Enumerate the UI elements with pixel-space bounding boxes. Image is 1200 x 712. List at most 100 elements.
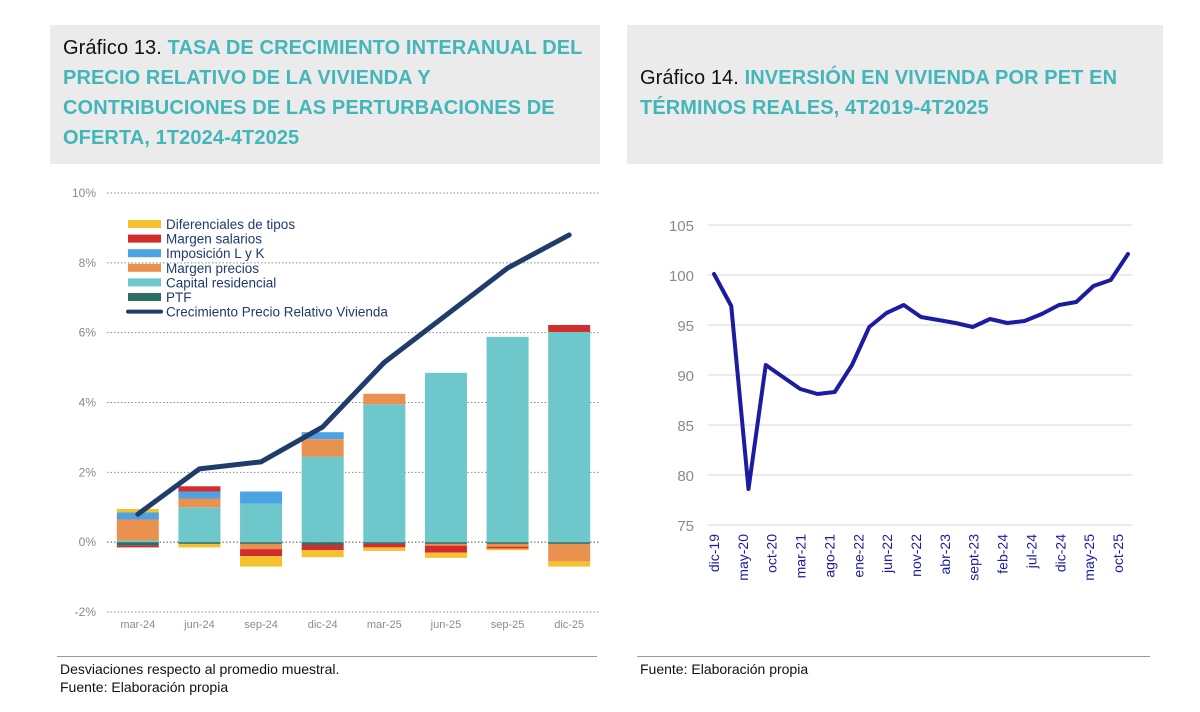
c14-xtick-label: oct-25: [1110, 534, 1126, 573]
c14-xtick-label: mar-21: [793, 534, 809, 579]
c13-xtick-label: sep-25: [491, 619, 525, 631]
c13-bar-ptf: [116, 542, 159, 546]
c13-bar-margen_salarios: [486, 546, 529, 549]
c13-bar-diferenciales: [486, 548, 529, 551]
c13-bar-margen_precios: [363, 393, 406, 405]
c13-xtick-label: jun-25: [430, 619, 462, 631]
c13-bar-capital_residencial: [116, 540, 159, 543]
c14-ytick-label: 105: [669, 218, 694, 235]
c13-bar-margen_salarios: [240, 549, 283, 557]
chart13-plot: -2% 0% 2% 4% 6% 8% 10% mar-24 jun-24 sep-24 dic-2…: [72, 186, 600, 631]
c13-xtick-label: mar-25: [367, 619, 402, 631]
chart13-number: Gráfico 13.: [63, 37, 162, 59]
c13-legend-label: Margen salarios: [166, 232, 262, 247]
chart14-plot: 75 80 85 90 95 100 105 dic-19 may-20 oct-20 mar-2…: [669, 218, 1132, 581]
chart13-title: TASA DE CRECIMIENTO INTERANUAL DEL PRECI…: [63, 37, 583, 149]
chart14-header: Gráfico 14. INVERSIÓN EN VIVIENDA POR PE…: [627, 25, 1163, 164]
c13-line-crecimiento: [135, 232, 572, 517]
c13-legend-label: Capital residencial: [166, 275, 276, 290]
c13-legend-label: Margen precios: [166, 261, 259, 276]
c13-bar-diferenciales: [178, 543, 221, 548]
c13-xtick-label: sep-24: [244, 619, 278, 631]
c14-xtick-label: abr-23: [937, 534, 953, 575]
c14-xtick-label: may-20: [735, 534, 751, 581]
chart13-footnote-1: Desviaciones respecto al promedio muestr…: [60, 661, 340, 677]
c13-bar-margen_salarios: [116, 545, 159, 548]
chart13-footnote-2: Fuente: Elaboración propia: [60, 679, 229, 695]
c13-legend-label: Imposición L y K: [166, 246, 265, 261]
c14-xtick-label: sept-23: [966, 534, 982, 581]
c13-legend-swatch: [128, 293, 161, 301]
c13-legend-swatch: [128, 234, 161, 243]
c13-bar-margen_salarios: [301, 544, 344, 551]
c13-bar-capital_residencial: [240, 503, 283, 543]
c13-bar-imposicion: [240, 491, 283, 504]
c14-xtick-label: dic-19: [706, 534, 722, 572]
c13-bar-ptf: [363, 542, 406, 544]
c14-ytick-label: 95: [677, 318, 694, 335]
c13-bar-ptf: [424, 542, 467, 544]
c13-bar-imposicion: [178, 491, 221, 499]
c13-ytick-label: 4%: [79, 396, 97, 410]
c13-ytick-label: 6%: [79, 326, 97, 340]
c13-xtick-label: jun-24: [183, 619, 215, 631]
chart14-footer-rule: [637, 656, 1150, 657]
c13-ytick-label: 0%: [79, 535, 97, 549]
c13-bar-ptf: [240, 542, 283, 544]
c13-legend-swatch: [128, 278, 161, 287]
c13-xtick-label: dic-25: [554, 619, 584, 631]
c14-xtick-label: nov-22: [908, 534, 924, 577]
c13-bar-margen_precios: [301, 439, 344, 457]
c13-bar-ptf: [178, 542, 221, 544]
chart13-header: Gráfico 13. TASA DE CRECIMIENTO INTERANU…: [50, 25, 600, 164]
c13-legend-label: Diferenciales de tipos: [166, 217, 295, 232]
c13-bar-capital_residencial: [486, 336, 529, 543]
c14-xtick-label: jul-24: [1023, 534, 1039, 569]
c13-bar-diferenciales: [424, 552, 467, 558]
c13-bar-capital_residencial: [548, 331, 591, 543]
c13-bar-margen_precios: [116, 519, 159, 541]
c14-ytick-label: 80: [677, 468, 694, 485]
c13-ytick-label: -2%: [75, 605, 97, 619]
c14-ytick-label: 85: [677, 418, 694, 435]
c13-bar-margen_precios: [178, 498, 221, 508]
c14-ytick-label: 100: [669, 268, 694, 285]
c13-bar-margen_salarios: [548, 324, 591, 332]
c13-bar-margen_precios: [424, 543, 467, 546]
c13-legend-label: Crecimiento Precio Relativo Vivienda: [166, 305, 388, 320]
chart13-footer-rule: [57, 656, 597, 657]
c13-bar-diferenciales: [240, 556, 283, 567]
c13-xtick-label: dic-24: [308, 619, 338, 631]
c13-bar-imposicion: [301, 432, 344, 440]
c13-bar-ptf: [486, 542, 529, 544]
c14-line-inversion: [712, 252, 1130, 491]
c13-legend-swatch: [128, 220, 161, 228]
c13-ytick-label: 8%: [79, 256, 97, 270]
c13-bar-capital_residencial: [301, 456, 344, 543]
c13-bar-capital_residencial: [178, 507, 221, 543]
c13-bar-margen_salarios: [178, 486, 221, 492]
chart14-number: Gráfico 14.: [640, 67, 739, 89]
c13-legend-label: PTF: [166, 290, 192, 305]
c13-legend-swatch: [128, 263, 161, 272]
c14-xtick-label: jun-22: [879, 534, 895, 574]
c13-bar-margen_salarios: [363, 543, 406, 548]
c13-bar-diferenciales: [116, 508, 159, 513]
c14-xtick-label: may-25: [1081, 534, 1097, 581]
c14-ytick-label: 75: [677, 518, 694, 535]
c13-bar-diferenciales: [548, 561, 591, 567]
c13-bar-diferenciales: [301, 550, 344, 558]
c13-bar-margen_precios: [486, 543, 529, 547]
c13-bar-ptf: [548, 542, 591, 544]
c14-xtick-label: dic-24: [1052, 534, 1068, 572]
c13-bar-diferenciales: [363, 547, 406, 551]
chart14-footnote: Fuente: Elaboración propia: [640, 661, 809, 677]
c14-xtick-label: feb-24: [995, 534, 1011, 574]
c13-bar-margen_precios: [548, 543, 591, 562]
c13-ytick-label: 10%: [72, 186, 96, 200]
c13-bar-margen_salarios: [424, 545, 467, 553]
c13-bar-capital_residencial: [363, 404, 406, 543]
c14-ytick-label: 90: [677, 368, 694, 385]
c13-bar-margen_precios: [240, 543, 283, 550]
c14-xtick-label: ene-22: [850, 534, 866, 578]
